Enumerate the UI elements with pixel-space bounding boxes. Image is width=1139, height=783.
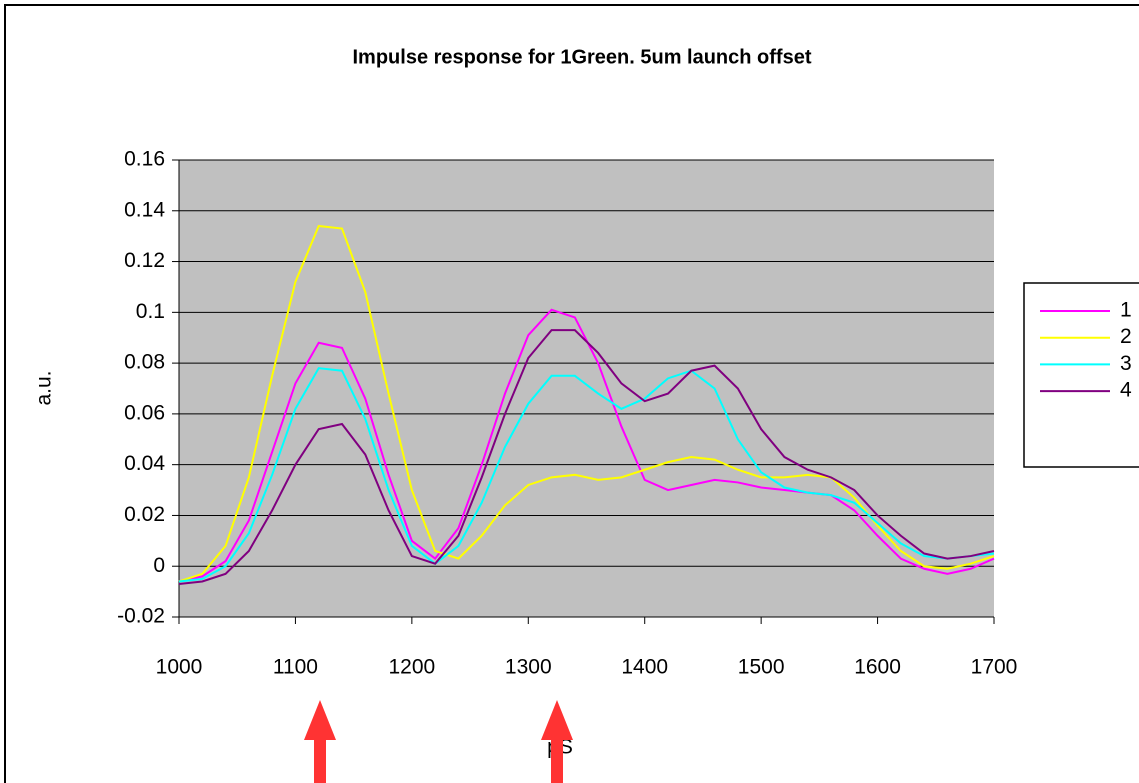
series-line (178, 224, 995, 583)
legend-label: 3 (1120, 352, 1132, 375)
legend-label: 4 (1120, 379, 1132, 402)
x-tick-label: 1200 (388, 656, 435, 679)
arrow (541, 700, 573, 783)
y-tick-label: 0.04 (124, 452, 165, 475)
y-tick-label: 0.16 (124, 148, 165, 171)
y-axis-label: a.u. (33, 370, 56, 405)
y-tick-label: 0.14 (124, 198, 165, 221)
y-tick-label: 0.1 (136, 300, 165, 323)
y-tick-label: -0.02 (117, 605, 165, 628)
x-tick-label: 1300 (505, 656, 552, 679)
x-tick-label: 1700 (971, 656, 1018, 679)
series-line (178, 367, 995, 583)
y-tick-label: 0.08 (124, 351, 165, 374)
legend-label: 2 (1120, 325, 1132, 348)
legend-label: 1 (1120, 299, 1132, 322)
series-line (178, 329, 995, 585)
x-tick-label: 1000 (156, 656, 203, 679)
x-tick-label: 1100 (273, 656, 318, 679)
chart-title: Impulse response for 1Green. 5um launch … (352, 46, 811, 68)
arrow (304, 700, 336, 783)
plot-area (179, 160, 994, 617)
y-tick-label: 0 (153, 554, 165, 577)
y-tick-label: 0.12 (124, 249, 165, 272)
y-tick-label: 0.02 (124, 503, 165, 526)
legend (1023, 282, 1139, 468)
x-tick-label: 1600 (854, 656, 901, 679)
x-tick-label: 1400 (621, 656, 668, 679)
y-tick-label: 0.06 (124, 401, 165, 424)
chart-border (4, 4, 1139, 783)
x-tick-label: 1500 (738, 656, 785, 679)
